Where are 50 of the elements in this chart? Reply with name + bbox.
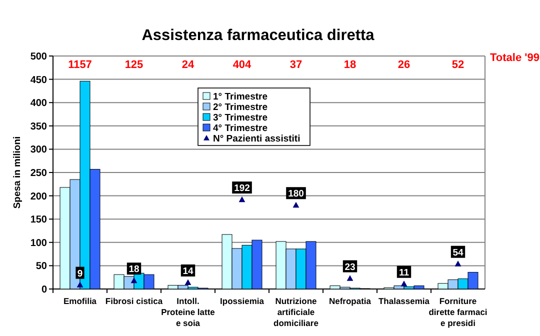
y-axis-title: Spesa in milioni bbox=[12, 136, 23, 209]
x-tick-label: Ipossiemia bbox=[220, 296, 264, 306]
point bbox=[130, 277, 138, 284]
annotation: 37 bbox=[290, 59, 302, 71]
point bbox=[76, 282, 84, 288]
y-tick-label: 100 bbox=[30, 238, 48, 249]
data-label: 180 bbox=[288, 188, 304, 200]
annotation: 125 bbox=[124, 59, 144, 71]
point bbox=[292, 202, 300, 208]
legend-label: 4° Trimestre bbox=[213, 123, 268, 134]
chart-title: Assistenza farmaceutica diretta bbox=[142, 27, 375, 44]
data-label: 11 bbox=[398, 267, 410, 278]
point bbox=[346, 275, 354, 281]
x-tick-label: Nefropatia bbox=[328, 296, 372, 306]
annotation: 24 bbox=[182, 59, 195, 71]
data-label: 18 bbox=[128, 264, 140, 276]
y-tick-label: 500 bbox=[30, 52, 48, 62]
x-tick-label: Thalassemia bbox=[378, 296, 430, 306]
data-label: 14 bbox=[182, 266, 194, 277]
annotation: 404 bbox=[232, 59, 252, 71]
annotation: 52 bbox=[452, 59, 464, 71]
x-tick-label: Nutrizione artificiale domiciliare bbox=[274, 296, 319, 328]
y-tick-label: 350 bbox=[30, 121, 48, 132]
text: Totale '99 bbox=[490, 52, 540, 64]
y-tick-label: 50 bbox=[36, 261, 48, 272]
legend-label: 3° Trimestre bbox=[213, 112, 268, 124]
point bbox=[454, 260, 462, 266]
data-label: 9 bbox=[77, 268, 83, 280]
annotation: 1157 bbox=[68, 59, 92, 71]
x-tick-label: Emofilia bbox=[63, 296, 97, 306]
data-label: 54 bbox=[452, 247, 464, 258]
data-label: 192 bbox=[234, 183, 250, 194]
y-tick-label: 0 bbox=[41, 284, 48, 296]
y-tick-label: 150 bbox=[30, 214, 48, 226]
y-tick-label: 200 bbox=[30, 191, 48, 202]
y-tick-label: 300 bbox=[30, 144, 48, 156]
point bbox=[184, 279, 192, 286]
x-tick-label: Forniture dirette farmaci e presidi bbox=[428, 296, 488, 328]
x-tick-label: Fibrosi cistica bbox=[105, 296, 163, 306]
legend-label: 2° Trimestre bbox=[213, 102, 268, 113]
y-tick-label: 250 bbox=[30, 168, 48, 179]
point bbox=[238, 196, 246, 202]
data-label: 23 bbox=[344, 262, 356, 273]
point bbox=[400, 280, 408, 286]
annotation: 18 bbox=[344, 59, 356, 71]
annotation: 26 bbox=[398, 59, 410, 71]
y-tick-label: 450 bbox=[30, 74, 48, 86]
y-tick-label: 400 bbox=[30, 98, 48, 110]
legend-label: 1° Trimestre bbox=[213, 92, 268, 102]
legend-label: N° Pazienti assistiti bbox=[213, 134, 300, 144]
